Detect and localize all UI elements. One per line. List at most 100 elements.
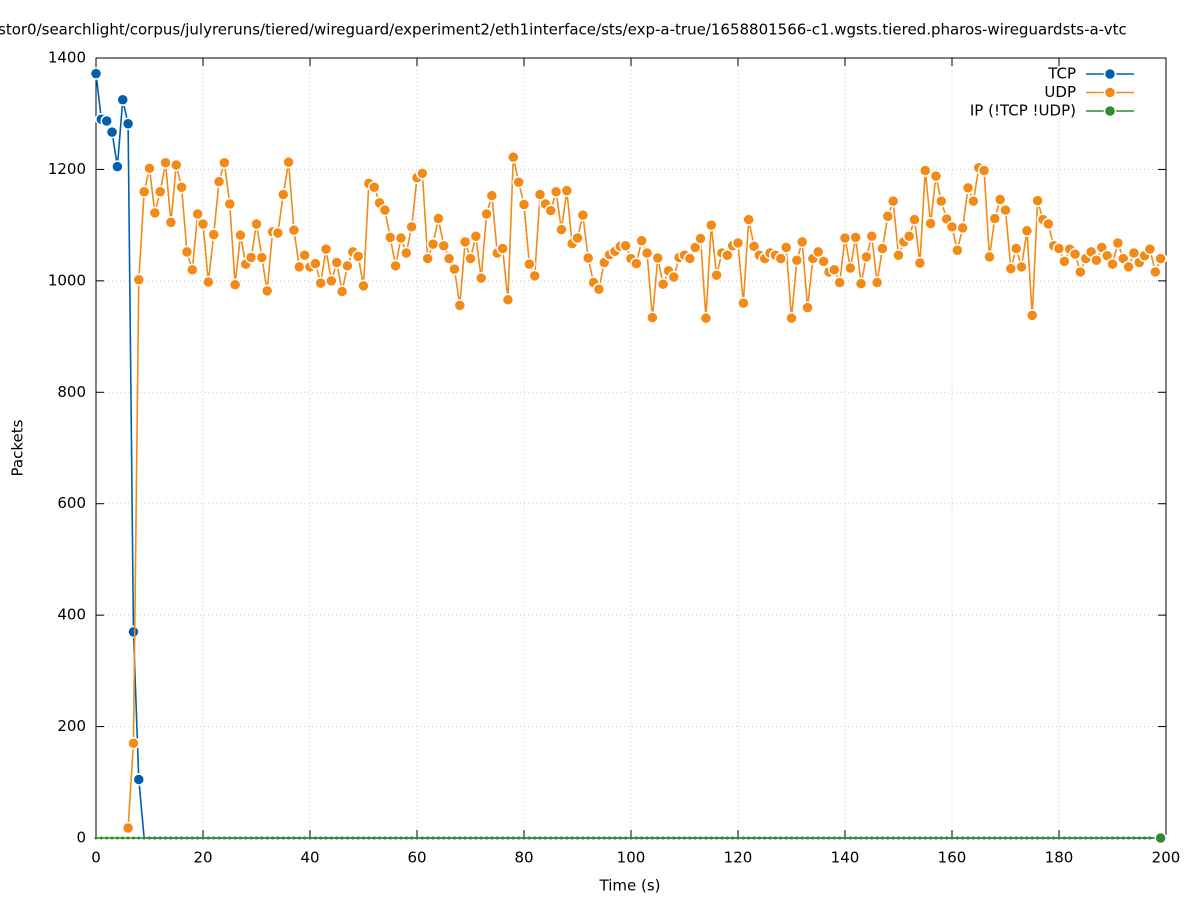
data-point bbox=[511, 836, 515, 840]
data-point bbox=[886, 836, 890, 840]
data-point bbox=[982, 836, 986, 840]
data-point bbox=[683, 252, 697, 265]
data-point bbox=[806, 836, 810, 840]
data-point bbox=[619, 239, 632, 253]
data-point bbox=[843, 836, 847, 840]
x-tick-label: 140 bbox=[831, 849, 860, 867]
data-point bbox=[212, 175, 226, 188]
data-point bbox=[752, 836, 756, 840]
data-point bbox=[507, 150, 520, 164]
data-point bbox=[1009, 242, 1023, 255]
data-point bbox=[555, 223, 568, 236]
data-point bbox=[864, 836, 868, 840]
data-point bbox=[955, 836, 959, 840]
data-point bbox=[833, 276, 846, 289]
data-point bbox=[431, 836, 435, 840]
data-point bbox=[458, 235, 472, 249]
data-point bbox=[1052, 836, 1056, 840]
data-point bbox=[426, 237, 440, 251]
data-point bbox=[902, 836, 906, 840]
data-point bbox=[908, 213, 921, 226]
data-point bbox=[1116, 836, 1120, 840]
data-point bbox=[763, 836, 767, 840]
data-point bbox=[977, 836, 981, 840]
data-point bbox=[432, 212, 445, 225]
data-point bbox=[1068, 836, 1072, 840]
data-point bbox=[292, 836, 296, 840]
data-point bbox=[249, 836, 253, 840]
legend-marker bbox=[1103, 104, 1117, 118]
data-point bbox=[437, 239, 450, 253]
data-point bbox=[945, 220, 959, 234]
y-tick-label: 1000 bbox=[48, 271, 86, 289]
data-point bbox=[287, 223, 301, 237]
data-point bbox=[1042, 217, 1055, 231]
legend-marker bbox=[1103, 67, 1117, 81]
data-point bbox=[137, 836, 141, 840]
data-point bbox=[121, 836, 125, 840]
data-point bbox=[517, 836, 521, 840]
data-point bbox=[474, 271, 488, 285]
data-point bbox=[367, 181, 381, 194]
data-point bbox=[549, 836, 553, 840]
data-point bbox=[126, 836, 130, 840]
data-point bbox=[934, 836, 938, 840]
data-point bbox=[222, 836, 226, 840]
data-point bbox=[538, 836, 542, 840]
data-point bbox=[244, 836, 248, 840]
data-point bbox=[1036, 836, 1040, 840]
data-point bbox=[367, 836, 371, 840]
data-point bbox=[935, 194, 948, 208]
data-point bbox=[870, 836, 874, 840]
data-point bbox=[303, 836, 307, 840]
data-point bbox=[185, 836, 189, 840]
data-point bbox=[244, 251, 258, 264]
data-point bbox=[902, 230, 916, 243]
data-point bbox=[480, 207, 493, 221]
data-point bbox=[945, 836, 949, 840]
data-point bbox=[388, 836, 392, 840]
data-point bbox=[378, 836, 382, 840]
data-point bbox=[838, 231, 852, 245]
data-point bbox=[1148, 836, 1152, 840]
data-point bbox=[442, 836, 446, 840]
data-point bbox=[206, 836, 210, 840]
data-point bbox=[816, 836, 820, 840]
data-point bbox=[581, 251, 595, 265]
data-point bbox=[474, 836, 478, 840]
data-point bbox=[293, 260, 306, 274]
data-point bbox=[731, 836, 735, 840]
x-tick-label: 100 bbox=[617, 849, 646, 867]
data-point bbox=[1041, 836, 1045, 840]
data-point bbox=[661, 836, 665, 840]
data-point bbox=[309, 257, 322, 270]
data-point bbox=[860, 250, 873, 264]
data-point bbox=[335, 285, 349, 298]
data-point bbox=[234, 228, 247, 242]
data-point bbox=[313, 836, 317, 840]
data-point bbox=[747, 240, 761, 253]
data-point bbox=[153, 836, 157, 840]
x-tick-label: 20 bbox=[193, 849, 212, 867]
data-point bbox=[501, 836, 505, 840]
x-tick-label: 120 bbox=[724, 849, 753, 867]
data-point bbox=[207, 228, 220, 241]
data-point bbox=[951, 243, 964, 257]
y-axis-label: Packets bbox=[9, 419, 27, 476]
data-point bbox=[159, 156, 172, 169]
data-point bbox=[618, 836, 622, 840]
data-point bbox=[276, 836, 280, 840]
data-point bbox=[345, 836, 349, 840]
data-point bbox=[790, 253, 804, 267]
data-point bbox=[961, 181, 975, 195]
data-point bbox=[255, 251, 269, 264]
data-point bbox=[186, 263, 199, 276]
data-point bbox=[464, 252, 477, 265]
data-point bbox=[452, 836, 456, 840]
data-point bbox=[1030, 836, 1034, 840]
data-point bbox=[570, 836, 574, 840]
data-point bbox=[415, 836, 419, 840]
data-point bbox=[1154, 831, 1167, 845]
data-point bbox=[634, 836, 638, 840]
data-point bbox=[822, 836, 826, 840]
